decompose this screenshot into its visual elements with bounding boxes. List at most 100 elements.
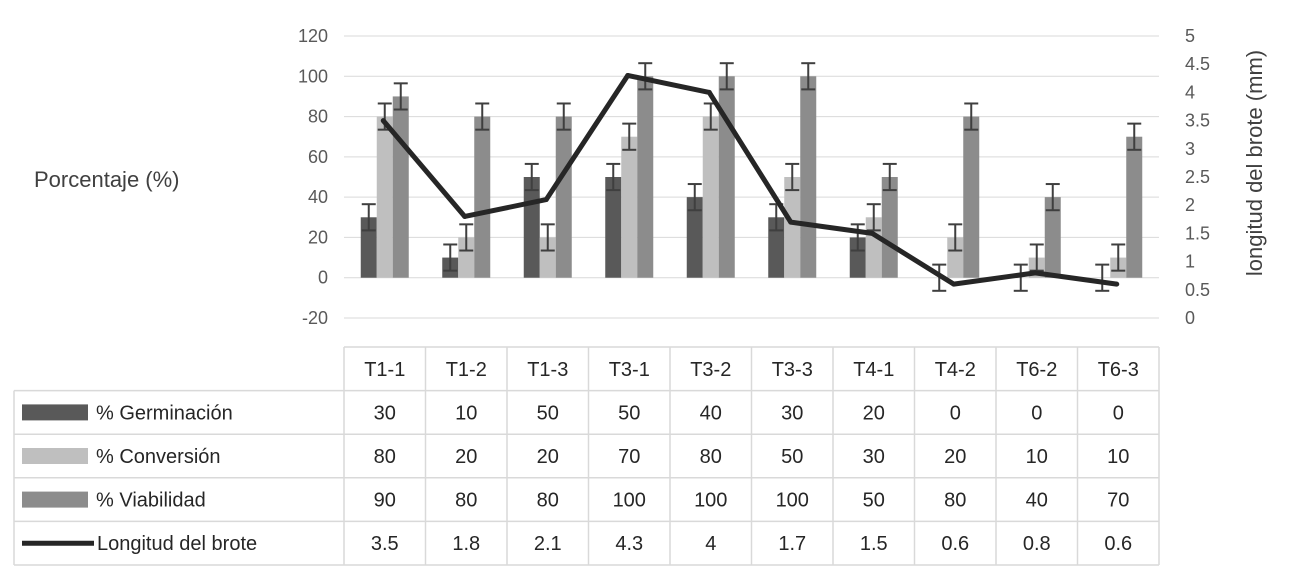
table-cell: 70: [618, 446, 640, 468]
table-cell: 0: [1113, 402, 1124, 424]
table-cell: 3.5: [371, 533, 399, 555]
legend-label: Longitud del brote: [97, 533, 257, 555]
bar: [784, 177, 801, 278]
y-tick-label: 60: [308, 147, 328, 167]
table-cell: 80: [700, 446, 722, 468]
bar: [376, 116, 393, 278]
bar: [458, 237, 475, 278]
table-cell: 20: [944, 446, 966, 468]
legend-label: % Conversión: [96, 446, 221, 468]
table-cell: 90: [374, 490, 396, 512]
y2-tick-label: 1: [1185, 252, 1195, 272]
table-header-cell: T6-3: [1098, 359, 1139, 381]
y-tick-label: 20: [308, 227, 328, 247]
table-cell: 50: [863, 490, 885, 512]
bar-series: [360, 76, 1143, 278]
table-header-cell: T6-2: [1016, 359, 1057, 381]
line-series-path: [381, 72, 1118, 287]
y2-tick-label: 2: [1185, 195, 1195, 215]
y-tick-label: 40: [308, 187, 328, 207]
bar: [621, 136, 638, 278]
table-cell: 30: [863, 446, 885, 468]
y2-tick-label: 2.5: [1185, 167, 1210, 187]
table-cell: 1.8: [452, 533, 480, 555]
y2-tick-label: 4.5: [1185, 54, 1210, 74]
table-cell: 100: [776, 490, 809, 512]
table-cell: 100: [613, 490, 646, 512]
bar: [474, 116, 491, 278]
line-point: [380, 118, 386, 124]
table-header-cell: T1-1: [364, 359, 405, 381]
table-cell: 70: [1107, 490, 1129, 512]
table-cell: 30: [781, 402, 803, 424]
bar: [702, 116, 719, 278]
y2-axis-ticks: 0 0.5 1 1.5 2 2.5 3 3.5 4 4.5 5: [1185, 26, 1210, 328]
line-point: [869, 230, 875, 236]
data-table: T1-1 T1-2 T1-3 T3-1 T3-2 T3-3 T4-1 T4-2 T6-2 T6-3…: [13, 346, 1160, 566]
bar: [881, 177, 898, 278]
table-cell: 50: [781, 446, 803, 468]
y2-tick-label: 0.5: [1185, 280, 1210, 300]
table-cell: 10: [455, 402, 477, 424]
bar: [849, 237, 866, 278]
table-cell: 40: [700, 402, 722, 424]
y-tick-label: 100: [298, 66, 328, 86]
bar: [1126, 136, 1143, 278]
table-cell: 1.5: [860, 533, 888, 555]
table-cell: 0: [1031, 402, 1042, 424]
bar: [963, 116, 980, 278]
table-cell: 10: [1107, 446, 1129, 468]
bar: [947, 237, 964, 278]
table-cell: 100: [694, 490, 727, 512]
line-series: [380, 72, 1120, 287]
table-cell: 4.3: [615, 533, 643, 555]
bar: [523, 177, 540, 278]
bar: [360, 217, 377, 278]
line-point: [1032, 270, 1038, 276]
y-axis-ticks: -20 0 20 40 60 80 100 120: [298, 26, 328, 328]
bar: [637, 76, 654, 278]
table-cell: 0.8: [1023, 533, 1051, 555]
table-header-cell: T4-2: [935, 359, 976, 381]
table-cell: 10: [1026, 446, 1048, 468]
error-bars: [361, 62, 1142, 292]
bar: [718, 76, 735, 278]
legend-label: % Germinación: [96, 402, 233, 424]
table-header-cell: T3-2: [690, 359, 731, 381]
table-cell: 50: [618, 402, 640, 424]
line-point: [462, 213, 468, 219]
y2-tick-label: 4: [1185, 82, 1195, 102]
bar: [1044, 197, 1061, 278]
legend-key: [22, 491, 88, 508]
table-cell: 2.1: [534, 533, 562, 555]
line-point: [951, 281, 957, 287]
y2-tick-label: 0: [1185, 308, 1195, 328]
y-tick-label: 120: [298, 26, 328, 46]
line-point: [788, 219, 794, 225]
table-cell: 80: [374, 446, 396, 468]
table-cell: 0.6: [941, 533, 969, 555]
table-cell: 0: [950, 402, 961, 424]
table-cell: 40: [1026, 490, 1048, 512]
bar: [605, 177, 622, 278]
table-cell: 20: [863, 402, 885, 424]
table-cell: 4: [705, 533, 716, 555]
y-tick-label: 80: [308, 107, 328, 127]
table-cell: 20: [537, 446, 559, 468]
table-cell: 0.6: [1104, 533, 1132, 555]
legend-key: [22, 448, 88, 464]
table-cell: 30: [374, 402, 396, 424]
table-cell: 80: [537, 490, 559, 512]
table-header-cell: T3-3: [772, 359, 813, 381]
table-header-cell: T1-2: [446, 359, 487, 381]
y-axis-title: Porcentaje (%): [34, 167, 180, 192]
bar: [768, 217, 785, 278]
table-cell: 1.7: [778, 533, 806, 555]
y2-axis-title: longitud del brote (mm): [1242, 50, 1267, 276]
y-tick-label: -20: [302, 308, 328, 328]
table-cell: 50: [537, 402, 559, 424]
bar: [555, 116, 572, 278]
bar: [686, 197, 703, 278]
table-cell: 20: [455, 446, 477, 468]
